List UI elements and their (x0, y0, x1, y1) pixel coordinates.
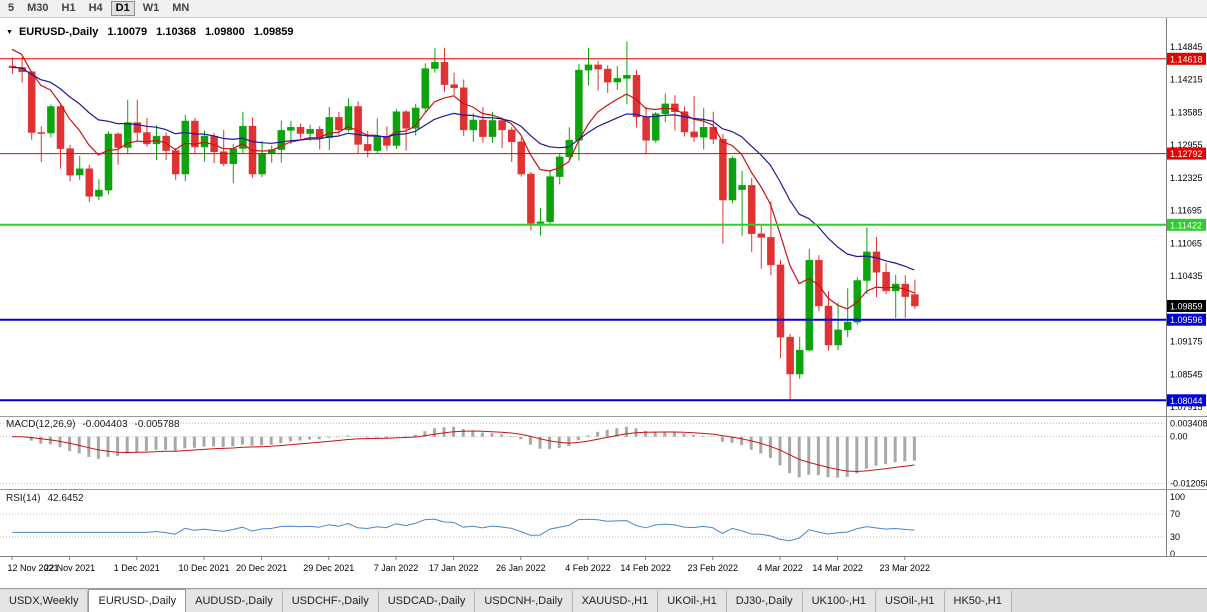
svg-text:17 Jan 2022: 17 Jan 2022 (429, 563, 479, 573)
tab-usdcad-daily[interactable]: USDCAD-,Daily (378, 591, 476, 612)
svg-text:30: 30 (1170, 532, 1180, 542)
tab-dj30-daily[interactable]: DJ30-,Daily (726, 591, 803, 612)
timeframe-h4-button[interactable]: H4 (84, 1, 108, 16)
chart-title: ▼ EURUSD-,Daily 1.10079 1.10368 1.09800 … (6, 26, 293, 38)
svg-text:1.09596: 1.09596 (1170, 315, 1203, 325)
tab-ukoil-h1[interactable]: UKOil-,H1 (658, 591, 727, 612)
rsi-value: 42.6452 (47, 493, 84, 504)
svg-text:26 Jan 2022: 26 Jan 2022 (496, 563, 546, 573)
svg-text:4 Mar 2022: 4 Mar 2022 (757, 563, 803, 573)
chart-area: 1.14845 1.14215 1.13585 1.12955 1.12325 1.116… (0, 18, 1207, 588)
tab-usdx-weekly[interactable]: USDX,Weekly (0, 591, 89, 612)
ohlc-low: 1.09800 (204, 26, 245, 38)
svg-text:0.00: 0.00 (1170, 432, 1188, 442)
svg-text:1.13585: 1.13585 (1170, 107, 1203, 117)
svg-text:1.12792: 1.12792 (1170, 149, 1203, 159)
svg-text:7 Jan 2022: 7 Jan 2022 (374, 563, 419, 573)
svg-text:1.12955: 1.12955 (1170, 140, 1203, 150)
svg-text:20 Dec 2021: 20 Dec 2021 (236, 563, 287, 573)
svg-text:12 Nov 2021: 12 Nov 2021 (7, 563, 58, 573)
svg-text:1.12325: 1.12325 (1170, 173, 1203, 183)
svg-text:70: 70 (1170, 509, 1180, 519)
tab-hk50-h1[interactable]: HK50-,H1 (944, 591, 1012, 612)
timeframe-h1-button[interactable]: H1 (57, 1, 81, 16)
tab-audusd-daily[interactable]: AUDUSD-,Daily (186, 591, 283, 612)
timeframe-d1-button[interactable]: D1 (110, 1, 135, 16)
chart-tab-bar: USDX,Weekly EURUSD-,Daily AUDUSD-,Daily … (0, 588, 1207, 612)
svg-text:1.11422: 1.11422 (1170, 220, 1202, 230)
macd-name: MACD(12,26,9) (6, 419, 76, 430)
tab-eurusd-daily[interactable]: EURUSD-,Daily (88, 589, 187, 612)
svg-text:100: 100 (1170, 492, 1185, 502)
tab-xauusd-h1[interactable]: XAUUSD-,H1 (572, 591, 659, 612)
macd-signal-value: -0.005788 (134, 419, 180, 430)
svg-text:23 Feb 2022: 23 Feb 2022 (688, 563, 739, 573)
svg-text:1.11065: 1.11065 (1170, 238, 1202, 248)
timeframe-m30-button[interactable]: M30 (22, 1, 53, 16)
tab-usdchf-daily[interactable]: USDCHF-,Daily (282, 591, 379, 612)
timeframe-w1-button[interactable]: W1 (138, 1, 165, 16)
svg-text:22 Nov 2021: 22 Nov 2021 (44, 563, 95, 573)
svg-text:0.003408: 0.003408 (1170, 418, 1207, 428)
chart-canvas[interactable]: 1.14845 1.14215 1.13585 1.12955 1.12325 1.116… (0, 18, 1207, 588)
svg-text:1.09175: 1.09175 (1170, 337, 1203, 347)
rsi-name: RSI(14) (6, 493, 41, 504)
tab-uk100-h1[interactable]: UK100-,H1 (802, 591, 877, 612)
timeframe-mn-button[interactable]: MN (167, 1, 194, 16)
ohlc-open: 1.10079 (107, 26, 148, 38)
svg-text:0: 0 (1170, 549, 1175, 559)
svg-text:10 Dec 2021: 10 Dec 2021 (178, 563, 229, 573)
timeframe-toolbar: 5 M30 H1 H4 D1 W1 MN (0, 0, 1207, 18)
ohlc-high: 1.10368 (156, 26, 196, 38)
svg-text:-0.012058: -0.012058 (1170, 479, 1207, 489)
svg-text:1.14618: 1.14618 (1170, 54, 1203, 64)
symbol-dropdown-icon[interactable]: ▼ (6, 28, 13, 36)
svg-text:1.09859: 1.09859 (1170, 302, 1203, 312)
ohlc-close: 1.09859 (253, 26, 294, 38)
svg-text:1.08044: 1.08044 (1170, 396, 1203, 406)
svg-text:1.08545: 1.08545 (1170, 369, 1203, 379)
tab-usdcnh-daily[interactable]: USDCNH-,Daily (475, 591, 573, 612)
svg-text:1.07915: 1.07915 (1170, 402, 1203, 412)
svg-text:29 Dec 2021: 29 Dec 2021 (303, 563, 354, 573)
macd-indicator-label: MACD(12,26,9) -0.004403 -0.005788 (6, 419, 180, 430)
tab-usoil-h1[interactable]: USOil-,H1 (876, 591, 945, 612)
svg-text:1 Dec 2021: 1 Dec 2021 (114, 563, 160, 573)
svg-text:1.11695: 1.11695 (1170, 206, 1202, 216)
rsi-indicator-label: RSI(14) 42.6452 (6, 493, 84, 504)
svg-text:1.14215: 1.14215 (1170, 75, 1203, 85)
svg-text:14 Feb 2022: 14 Feb 2022 (620, 563, 671, 573)
svg-text:23 Mar 2022: 23 Mar 2022 (880, 563, 931, 573)
svg-text:4 Feb 2022: 4 Feb 2022 (565, 563, 611, 573)
chart-symbol: EURUSD-,Daily (18, 26, 99, 38)
svg-text:1.10435: 1.10435 (1170, 271, 1203, 281)
macd-main-value: -0.004403 (82, 419, 128, 430)
timeframe-m5-button[interactable]: 5 (3, 1, 19, 16)
svg-text:1.14845: 1.14845 (1170, 42, 1203, 52)
svg-text:14 Mar 2022: 14 Mar 2022 (812, 563, 863, 573)
